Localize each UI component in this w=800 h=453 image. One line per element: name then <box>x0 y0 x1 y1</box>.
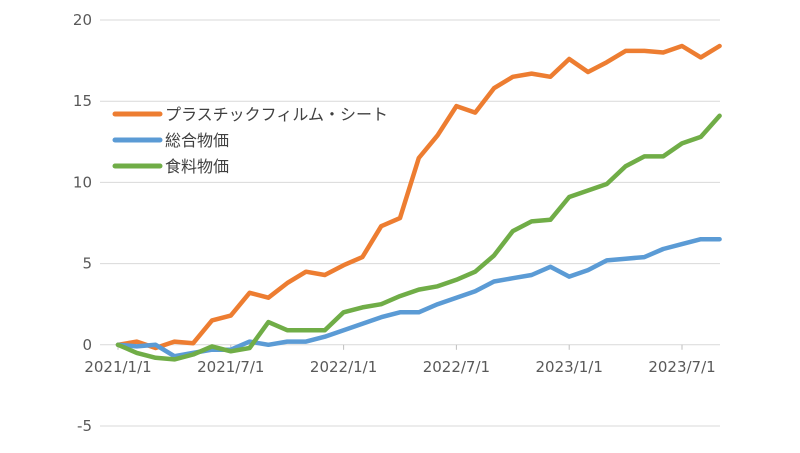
y-tick-label: 10 <box>73 173 92 191</box>
y-tick-label: 15 <box>73 92 92 110</box>
legend-label-2: 食料物価 <box>165 157 229 176</box>
series-lines <box>115 43 722 362</box>
series-line-1 <box>115 236 722 359</box>
y-tick-label: 5 <box>82 255 92 273</box>
x-tick-label: 2023/1/1 <box>536 358 603 376</box>
legend-label-1: 総合物価 <box>165 131 229 150</box>
x-tick-label: 2022/7/1 <box>423 358 490 376</box>
y-tick-label: -5 <box>77 417 92 435</box>
x-tick-label: 2023/7/1 <box>648 358 715 376</box>
gridlines <box>100 19 720 427</box>
x-tick-label: 2021/7/1 <box>197 358 264 376</box>
legend-label-0: プラスチックフィルム・シート <box>165 105 388 124</box>
series-line-2 <box>115 113 722 362</box>
y-axis-ticks: 20 15 10 5 0 -5 <box>73 11 92 435</box>
x-tick-label: 2022/1/1 <box>310 358 377 376</box>
y-tick-label: 0 <box>82 336 92 354</box>
x-tick-label: 2021/1/1 <box>84 358 151 376</box>
series-line-0 <box>115 43 722 351</box>
x-axis-ticks: 2021/1/1 2021/7/1 2022/1/1 2022/7/1 2023/1/1… <box>84 344 716 376</box>
y-tick-label: 20 <box>73 11 92 29</box>
